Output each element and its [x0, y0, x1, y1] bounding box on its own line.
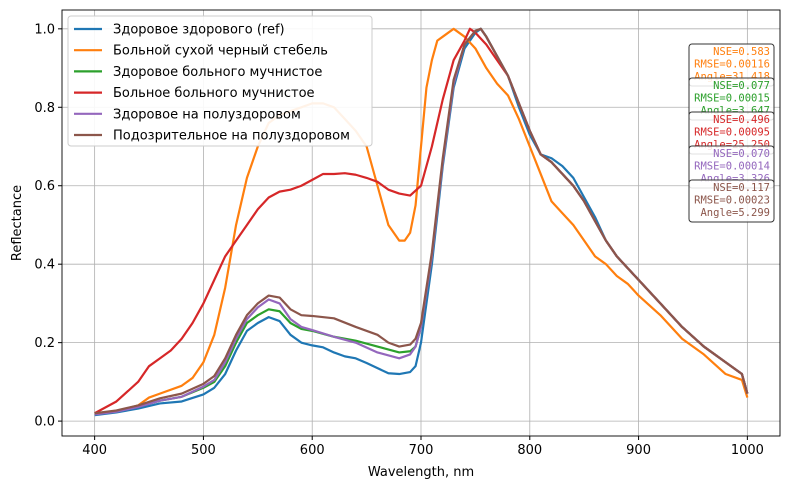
- annotation-text: Angle=5.299: [700, 207, 770, 219]
- legend-label: Больной сухой черный стебель: [113, 44, 328, 59]
- y-tick-label: 0.0: [34, 415, 55, 430]
- annotation-text: NSE=0.583: [713, 46, 770, 58]
- x-tick-label: 1000: [731, 443, 764, 458]
- annotation-text: RMSE=0.00023: [694, 195, 770, 207]
- y-tick-label: 0.4: [34, 258, 55, 273]
- legend-label: Здоровое здорового (ref): [113, 23, 285, 38]
- y-tick-label: 0.2: [34, 336, 55, 351]
- annotation-text: RMSE=0.00015: [694, 93, 770, 105]
- x-axis-label: Wavelength, nm: [368, 465, 474, 480]
- annotation-text: NSE=0.496: [713, 114, 770, 126]
- plot-frame: [61, 9, 781, 437]
- legend-label: Здоровое на полуздоровом: [113, 107, 301, 122]
- y-axis-label: Reflectance: [10, 185, 25, 261]
- annotation-box: [688, 179, 775, 223]
- y-tick-label: 0.8: [34, 101, 55, 116]
- legend-label: Здоровое больного мучнистое: [113, 65, 322, 80]
- y-tick-label: 1.0: [34, 22, 55, 37]
- annotation-text: NSE=0.117: [713, 182, 770, 194]
- annotation-text: NSE=0.070: [713, 148, 770, 160]
- x-tick-label: 600: [300, 443, 325, 458]
- legend-label: Подозрительное на полуздоровом: [113, 129, 350, 144]
- x-tick-label: 700: [409, 443, 434, 458]
- y-tick-label: 0.6: [34, 179, 55, 194]
- annotation-text: RMSE=0.00116: [694, 59, 770, 71]
- annotation-text: RMSE=0.00014: [694, 161, 770, 173]
- legend-label: Больное больного мучнистое: [113, 86, 315, 101]
- x-tick-label: 800: [517, 443, 542, 458]
- annotation-text: RMSE=0.00095: [694, 127, 770, 139]
- x-tick-label: 500: [191, 443, 216, 458]
- annotation-text: NSE=0.077: [713, 80, 770, 92]
- legend-box: [67, 15, 373, 147]
- x-tick-label: 400: [82, 443, 107, 458]
- series-line: [94, 27, 749, 415]
- x-tick-label: 900: [626, 443, 651, 458]
